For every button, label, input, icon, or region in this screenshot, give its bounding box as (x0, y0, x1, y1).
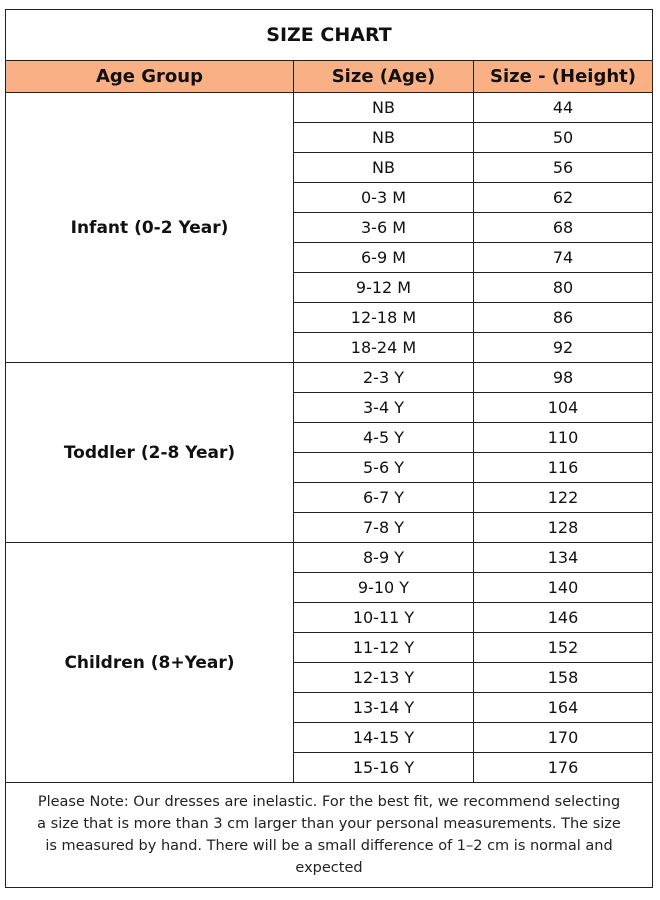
size-row: 3-4 Y 104 (6, 392, 653, 423)
size-height: 62 (473, 182, 653, 213)
size-height: 104 (473, 392, 653, 423)
size-height: 164 (473, 692, 653, 723)
title: SIZE CHART (5, 9, 653, 61)
size-age: 13-14 Y (293, 692, 474, 723)
size-height: 158 (473, 662, 653, 693)
size-height: 68 (473, 212, 653, 243)
age-group: Toddler (2-8 Year) (5, 362, 294, 543)
size-height: 134 (473, 542, 653, 573)
column-header: Size (Age) (293, 60, 474, 93)
size-age: 15-16 Y (293, 752, 474, 783)
size-age: 6-9 M (293, 242, 474, 273)
size-row: 11-12 Y 152 (6, 632, 653, 663)
size-table: SIZE CHART Age Group Size (Age) Size - (He… (5, 9, 653, 888)
size-row: 18-24 M 92 (6, 332, 653, 363)
size-height: 152 (473, 632, 653, 663)
size-age: 5-6 Y (293, 452, 474, 483)
size-height: 92 (473, 332, 653, 363)
size-height: 50 (473, 122, 653, 153)
size-row: NB 56 (6, 152, 653, 183)
size-height: 146 (473, 602, 653, 633)
size-height: 170 (473, 722, 653, 753)
size-age: NB (293, 152, 474, 183)
size-row: 5-6 Y 116 (6, 452, 653, 483)
size-height: 80 (473, 272, 653, 303)
size-height: 110 (473, 422, 653, 453)
size-row: 15-16 Y 176 (6, 752, 653, 783)
size-age: 6-7 Y (293, 482, 474, 513)
size-row: 12-18 M 86 (6, 302, 653, 333)
column-header: Size - (Height) (473, 60, 653, 93)
size-row: 9-12 M 80 (6, 272, 653, 303)
size-age: 8-9 Y (293, 542, 474, 573)
size-chart: SIZE CHART Age Group Size (Age) Size - (He… (5, 9, 653, 888)
header-row: Age Group Size (Age) Size - (Height) (5, 60, 653, 93)
size-height: 140 (473, 572, 653, 603)
age-group: Children (8+Year) (5, 542, 294, 783)
column-header: Age Group (5, 60, 294, 93)
size-age: 18-24 M (293, 332, 474, 363)
size-age: 4-5 Y (293, 422, 474, 453)
size-height: 86 (473, 302, 653, 333)
size-row: 10-11 Y 146 (6, 602, 653, 633)
size-row: Toddler (2-8 Year) 2-3 Y 98 (5, 362, 653, 543)
size-row: Children (8+Year) 8-9 Y 134 (5, 542, 653, 783)
size-age: 7-8 Y (293, 512, 474, 543)
size-age: 9-10 Y (293, 572, 474, 603)
size-row: 6-7 Y 122 (6, 482, 653, 513)
note: Please Note: Our dresses are inelastic. … (5, 782, 653, 888)
size-age: NB (293, 122, 474, 153)
size-age: 3-4 Y (293, 392, 474, 423)
size-height: 116 (473, 452, 653, 483)
size-age: 12-13 Y (293, 662, 474, 693)
note-row: Please Note: Our dresses are inelastic. … (5, 782, 653, 888)
size-row: Infant (0-2 Year) NB 44 (5, 92, 653, 363)
size-age: NB (293, 92, 474, 123)
size-age: 3-6 M (293, 212, 474, 243)
size-age: 12-18 M (293, 302, 474, 333)
size-row: 9-10 Y 140 (6, 572, 653, 603)
size-age: 0-3 M (293, 182, 474, 213)
size-age: 14-15 Y (293, 722, 474, 753)
size-row: NB 50 (6, 122, 653, 153)
size-height: 44 (473, 92, 653, 123)
table-body: SIZE CHART Age Group Size (Age) Size - (He… (5, 9, 653, 888)
size-height: 74 (473, 242, 653, 273)
size-row: 0-3 M 62 (6, 182, 653, 213)
size-row: 7-8 Y 128 (6, 512, 653, 543)
size-row: 4-5 Y 110 (6, 422, 653, 453)
age-group: Infant (0-2 Year) (5, 92, 294, 363)
size-height: 176 (473, 752, 653, 783)
size-age: 11-12 Y (293, 632, 474, 663)
size-age: 10-11 Y (293, 602, 474, 633)
size-height: 128 (473, 512, 653, 543)
size-height: 98 (473, 362, 653, 393)
size-age: 9-12 M (293, 272, 474, 303)
title-row: SIZE CHART (5, 9, 653, 61)
size-row: 6-9 M 74 (6, 242, 653, 273)
size-height: 122 (473, 482, 653, 513)
size-row: 3-6 M 68 (6, 212, 653, 243)
size-height: 56 (473, 152, 653, 183)
size-age: 2-3 Y (293, 362, 474, 393)
size-row: 12-13 Y 158 (6, 662, 653, 693)
